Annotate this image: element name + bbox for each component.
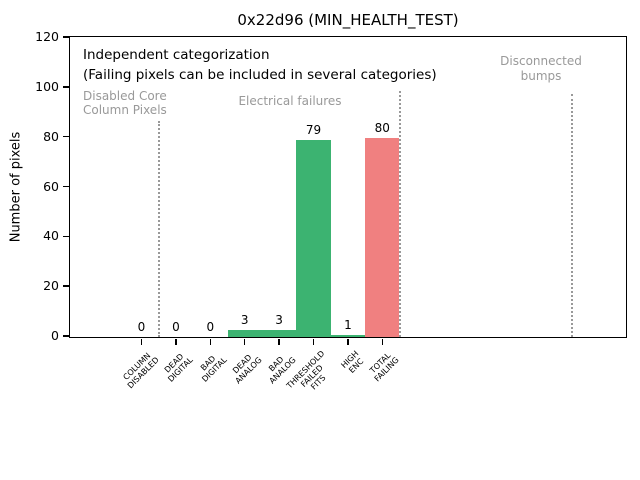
y-tick-mark [62,36,69,38]
bar [330,334,366,337]
y-tick-label: 20 [43,278,59,294]
bar-value-label: 0 [206,320,215,334]
bar-value-label: 3 [240,312,249,327]
section-label-disconnected-line2: bumps [520,69,562,83]
section-label-disconnected-line1: Disconnected [500,54,582,68]
bar-value-label: 79 [305,123,322,138]
y-tick-label: 60 [43,178,59,194]
section-label-disabled-core: Disabled Core Column Pixels [83,89,167,117]
x-tick-mark [278,338,280,345]
x-tick-mark [347,338,349,345]
y-tick-mark [62,185,69,188]
bar-value-label: 3 [275,312,283,327]
y-tick-label: 100 [35,78,59,94]
section-label-electrical: Electrical failures [238,94,342,108]
section-label-disabled-core-line1: Disabled Core [83,89,167,103]
x-tick-mark [312,338,315,345]
section-separator-line [570,94,573,337]
y-tick-mark [62,335,69,337]
x-tick-mark [140,338,143,345]
bar-value-label: 1 [344,317,352,332]
y-tick-label: 40 [43,228,59,244]
y-tick-mark [62,135,69,138]
x-tick-mark [381,338,384,345]
section-label-disabled-core-line2: Column Pixels [83,103,167,117]
annotation-note: Independent categorization (Failing pixe… [83,45,437,85]
chart-title: 0x22d96 (MIN_HEALTH_TEST) [237,11,459,29]
x-tick-mark [243,338,246,345]
x-tick-label-text: TOTAL FAILING [368,350,402,384]
bar [261,329,297,337]
bar-value-label: 0 [137,320,146,334]
y-tick-mark [62,285,69,287]
y-tick-mark [62,235,69,238]
y-tick-label: 120 [35,29,59,44]
x-tick-mark [209,338,212,345]
bar [296,140,331,337]
y-tick-label: 80 [43,128,59,144]
x-tick-mark [175,338,177,345]
annotation-note-line2: (Failing pixels can be included in sever… [83,67,437,83]
annotation-note-line1: Independent categorization [83,47,270,63]
section-label-disconnected: Disconnected bumps [480,54,602,84]
plot-area: Independent categorization (Failing pixe… [35,29,627,392]
section-separator-line [157,121,160,337]
bar [365,137,400,337]
bar-value-label: 80 [374,120,390,135]
y-tick-label: 0 [51,328,59,343]
y-tick-mark [62,86,69,88]
bar-value-label: 0 [172,320,180,334]
x-tick-label-text: HIGH ENC [339,349,366,375]
bar [227,329,262,337]
section-separator-line [398,91,401,337]
